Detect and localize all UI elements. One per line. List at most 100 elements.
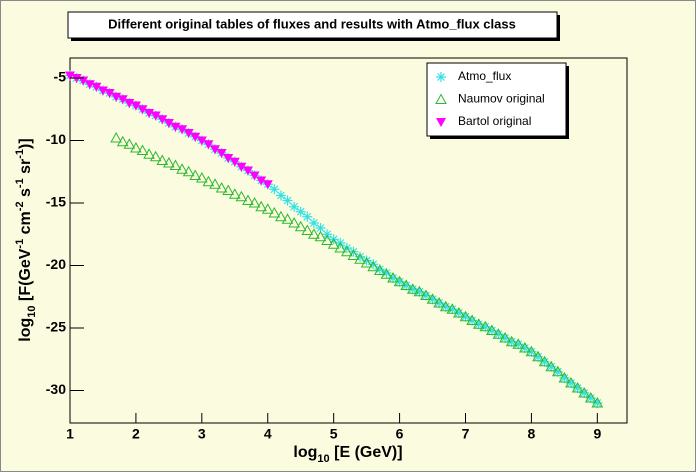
plot-area bbox=[65, 70, 604, 408]
data-point bbox=[439, 300, 452, 312]
data-point bbox=[210, 145, 221, 155]
label-part: log bbox=[17, 318, 34, 342]
label-part: s bbox=[17, 188, 34, 201]
data-point bbox=[401, 280, 412, 291]
data-point bbox=[361, 255, 372, 266]
legend bbox=[426, 62, 567, 137]
x-tick-label: 4 bbox=[264, 426, 272, 442]
data-point bbox=[123, 138, 136, 149]
data-point bbox=[301, 224, 314, 235]
data-point bbox=[526, 346, 537, 357]
label-part: 10 bbox=[317, 453, 329, 465]
data-point bbox=[308, 228, 320, 239]
data-point bbox=[480, 321, 491, 332]
x-tick-label: 9 bbox=[593, 426, 601, 442]
data-point bbox=[110, 131, 122, 143]
data-point bbox=[472, 318, 485, 329]
data-point bbox=[532, 350, 544, 362]
data-point bbox=[150, 111, 161, 121]
data-point bbox=[591, 396, 604, 408]
data-point bbox=[282, 195, 293, 206]
data-point bbox=[203, 140, 214, 150]
data-point bbox=[262, 180, 273, 190]
data-point bbox=[453, 308, 464, 318]
label-part: cm bbox=[17, 211, 34, 239]
data-point bbox=[420, 289, 432, 300]
data-point bbox=[183, 129, 194, 138]
y-tick-label: -30 bbox=[46, 381, 66, 397]
data-point bbox=[295, 206, 306, 217]
legend-label: Bartol original bbox=[458, 114, 531, 128]
data-point bbox=[163, 156, 175, 168]
label-part: -1 bbox=[14, 149, 26, 159]
label-part: 10 bbox=[26, 305, 38, 317]
data-point bbox=[170, 122, 181, 132]
data-point bbox=[289, 201, 300, 212]
data-point bbox=[91, 82, 102, 92]
data-point bbox=[368, 259, 379, 270]
x-tick-label: 7 bbox=[462, 426, 470, 442]
data-point bbox=[592, 398, 603, 408]
data-point bbox=[137, 105, 148, 115]
data-point bbox=[407, 284, 418, 295]
data-point bbox=[525, 345, 538, 357]
data-point bbox=[354, 253, 366, 264]
x-axis-label: log10 [E (GeV)] bbox=[293, 444, 402, 465]
data-point bbox=[216, 149, 227, 158]
data-point bbox=[545, 360, 558, 372]
title-box bbox=[67, 11, 558, 39]
data-point bbox=[506, 336, 517, 347]
data-point bbox=[380, 268, 393, 279]
data-point bbox=[302, 211, 313, 222]
data-point bbox=[249, 171, 260, 181]
data-point bbox=[209, 178, 221, 189]
data-point bbox=[236, 162, 247, 172]
data-point bbox=[374, 264, 385, 275]
data-point bbox=[104, 89, 115, 98]
data-point bbox=[275, 190, 286, 201]
data-point bbox=[65, 71, 75, 81]
data-point bbox=[367, 260, 380, 272]
data-point bbox=[546, 361, 557, 372]
data-point bbox=[269, 184, 280, 195]
data-point bbox=[347, 249, 360, 260]
data-point bbox=[248, 196, 261, 208]
data-point bbox=[513, 339, 524, 350]
data-point bbox=[314, 230, 327, 242]
data-point bbox=[294, 220, 307, 232]
data-point bbox=[143, 148, 155, 159]
data-point bbox=[334, 241, 347, 253]
data-point bbox=[341, 245, 353, 257]
data-point bbox=[427, 294, 438, 305]
data-point bbox=[434, 298, 445, 308]
data-point bbox=[400, 279, 413, 290]
data-point bbox=[394, 276, 405, 287]
data-point bbox=[539, 356, 550, 367]
data-point bbox=[440, 301, 451, 312]
label-part: [E (GeV)] bbox=[330, 444, 403, 461]
data-point bbox=[144, 109, 155, 118]
data-point bbox=[578, 386, 591, 398]
data-point bbox=[360, 256, 373, 268]
data-point bbox=[571, 381, 584, 393]
data-point bbox=[327, 238, 340, 249]
y-tick-label: -25 bbox=[46, 319, 66, 335]
data-point bbox=[163, 119, 174, 128]
data-point bbox=[446, 303, 459, 314]
data-point bbox=[572, 383, 583, 393]
data-point bbox=[519, 343, 530, 353]
data-point bbox=[261, 203, 274, 214]
data-point bbox=[116, 135, 129, 147]
data-point bbox=[215, 181, 228, 193]
data-point bbox=[169, 159, 182, 170]
data-point bbox=[460, 311, 471, 322]
data-point bbox=[78, 76, 89, 86]
data-point bbox=[275, 210, 287, 222]
data-point bbox=[117, 95, 128, 105]
chart-title: Different original tables of fluxes and … bbox=[108, 16, 516, 31]
data-point bbox=[242, 166, 253, 176]
y-tick-label: -5 bbox=[54, 69, 67, 85]
data-point bbox=[565, 376, 577, 388]
data-point bbox=[130, 101, 141, 111]
data-point bbox=[156, 154, 169, 165]
